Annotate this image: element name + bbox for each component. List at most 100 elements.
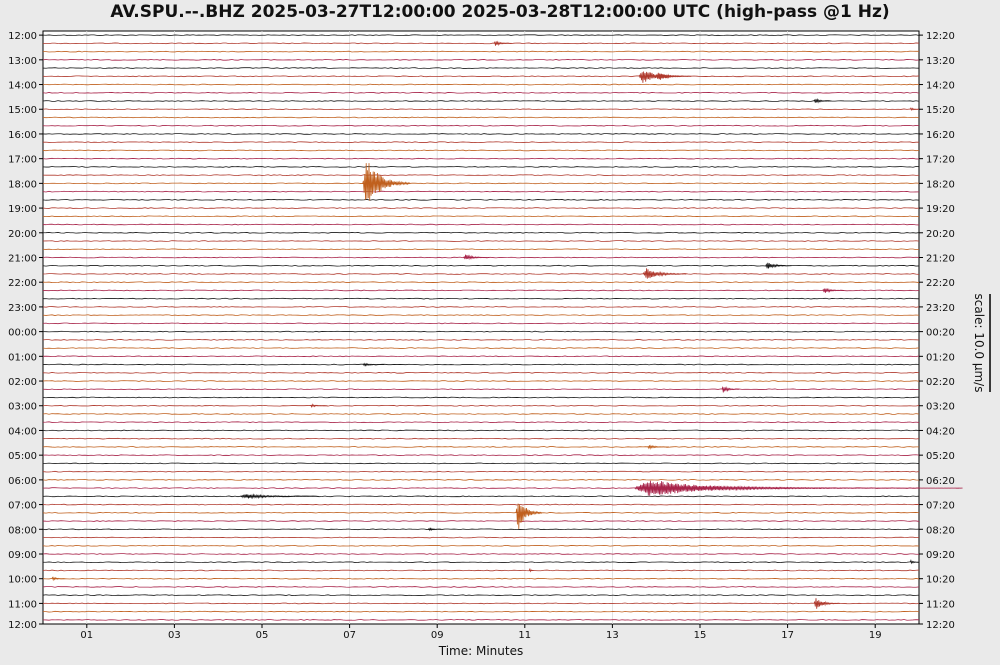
scale-label: scale: 10.0 µm/s: [972, 294, 986, 393]
event-waveform: [493, 40, 512, 47]
left-hour-label: 06:00: [8, 476, 37, 487]
event-waveform: [463, 254, 490, 261]
right-hour-label: 17:20: [926, 155, 955, 166]
trace-row: [42, 495, 920, 498]
trace-row: [42, 215, 920, 218]
left-hour-label: 18:00: [8, 179, 37, 190]
plot-area: [42, 30, 920, 625]
left-hour-label: 22:00: [8, 278, 37, 289]
right-hour-label: 04:20: [926, 426, 955, 437]
trace-row: [42, 306, 920, 308]
trace-row: [42, 536, 920, 539]
trace-row: [42, 396, 920, 399]
trace-row: [42, 429, 920, 432]
event-waveform: [528, 567, 534, 573]
right-hour-label: 12:20: [926, 31, 955, 42]
trace-row: [42, 512, 920, 514]
right-time-axis: 12:20 13:20 14:20 15:20 16:20 17:20 18:20 19:20…: [919, 31, 955, 631]
trace-lines: [42, 34, 920, 621]
trace-row: [42, 421, 920, 424]
trace-row: [42, 437, 920, 440]
event-waveform: [515, 503, 543, 529]
left-hour-label: 01:00: [8, 352, 37, 363]
event-waveform: [721, 386, 740, 393]
trace-row: [42, 240, 920, 242]
event-waveform: [822, 287, 845, 293]
left-hour-label: 20:00: [8, 229, 37, 240]
event-waveforms: [51, 40, 963, 609]
trace-row: [42, 355, 920, 358]
right-hour-label: 03:20: [926, 402, 955, 413]
trace-row: [42, 503, 920, 506]
trace-row: [42, 553, 920, 555]
event-waveform: [51, 576, 65, 582]
trace-row: [42, 470, 920, 473]
x-tick-label: 15: [694, 630, 707, 641]
trace-row: [42, 388, 920, 391]
left-hour-label: 08:00: [8, 525, 37, 536]
x-tick-label: 13: [606, 630, 619, 641]
left-hour-label: 12:00: [8, 31, 37, 42]
trace-row: [42, 248, 920, 251]
left-hour-label: 02:00: [8, 377, 37, 388]
trace-row: [43, 462, 920, 465]
trace-row: [42, 108, 920, 111]
right-hour-label: 15:20: [926, 105, 955, 116]
trace-row: [42, 67, 920, 69]
event-waveform: [647, 444, 670, 450]
trace-row: [42, 413, 920, 415]
left-hour-label: 19:00: [8, 204, 37, 215]
left-hour-label: 09:00: [8, 550, 37, 561]
left-hour-label: 12:00: [8, 620, 37, 631]
left-hour-label: 15:00: [8, 105, 37, 116]
trace-row: [42, 133, 920, 135]
x-tick-label: 09: [431, 630, 444, 641]
left-hour-label: 13:00: [8, 56, 37, 67]
right-hour-label: 02:20: [926, 377, 955, 388]
trace-row: [42, 199, 920, 201]
trace-row: [42, 182, 920, 185]
chart-title: AV.SPU.--.BHZ 2025-03-27T12:00:00 2025-0…: [110, 2, 890, 22]
x-tick-label: 03: [168, 630, 181, 641]
event-waveform: [634, 485, 963, 492]
trace-row: [42, 380, 920, 382]
trace-row: [42, 59, 920, 61]
right-hour-label: 23:20: [926, 303, 955, 314]
trace-row: [42, 404, 920, 407]
left-hour-label: 07:00: [8, 501, 37, 512]
event-waveform: [239, 493, 319, 500]
left-hour-label: 05:00: [8, 451, 37, 462]
trace-row: [42, 289, 920, 292]
right-hour-label: 21:20: [926, 253, 955, 264]
right-hour-label: 09:20: [926, 550, 955, 561]
trace-row: [42, 91, 920, 94]
left-hour-label: 21:00: [8, 253, 37, 264]
left-hour-label: 14:00: [8, 81, 37, 92]
right-hour-label: 05:20: [926, 451, 955, 462]
trace-row: [42, 544, 920, 547]
event-waveform: [655, 72, 683, 80]
trace-row: [42, 363, 920, 366]
trace-row: [42, 207, 920, 209]
trace-row: [42, 371, 920, 374]
trace-row: [42, 610, 920, 613]
right-hour-label: 13:20: [926, 56, 955, 67]
trace-row: [43, 83, 920, 86]
trace-row: [42, 586, 920, 588]
x-tick-label: 11: [518, 630, 531, 641]
trace-row: [42, 339, 920, 341]
trace-row: [42, 602, 920, 605]
x-axis-label: Time: Minutes: [438, 644, 523, 658]
left-hour-label: 03:00: [8, 402, 37, 413]
left-hour-label: 11:00: [8, 599, 37, 610]
x-tick-label: 01: [80, 630, 93, 641]
trace-row: [42, 528, 920, 531]
right-hour-label: 10:20: [926, 575, 955, 586]
trace-row: [42, 116, 920, 119]
trace-row: [42, 281, 920, 284]
right-hour-label: 22:20: [926, 278, 955, 289]
right-hour-label: 19:20: [926, 204, 955, 215]
right-hour-label: 00:20: [926, 328, 955, 339]
